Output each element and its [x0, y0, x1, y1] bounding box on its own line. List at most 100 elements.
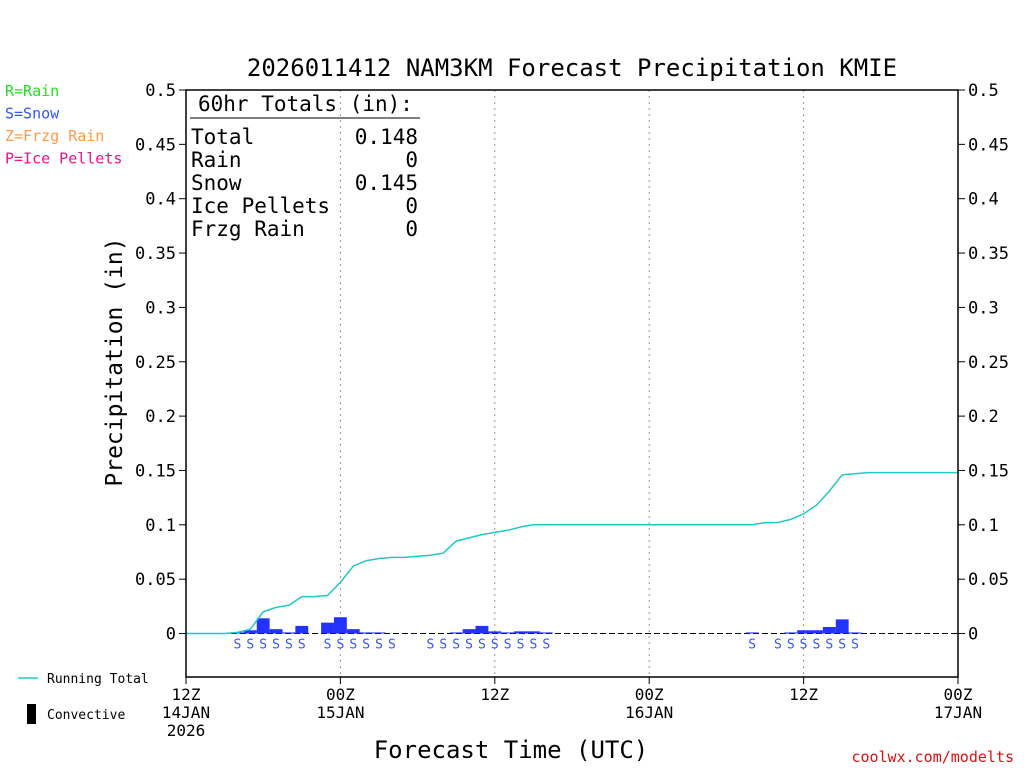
- snow-marker: S: [800, 638, 808, 653]
- totals-header: 60hr Totals (in):: [198, 92, 413, 116]
- y-tick-label-left: 0.4: [145, 190, 176, 210]
- totals-value: 0: [405, 194, 418, 218]
- snow-marker: S: [787, 638, 795, 653]
- convective-legend-swatch: [27, 704, 36, 724]
- plot-area: S S S S S S S S S S S S S S S S S S S S S S S S S S S S S S0.5 0.50.45…: [135, 81, 1009, 740]
- snow-marker: S: [452, 638, 460, 653]
- snow-marker: S: [542, 638, 550, 653]
- y-tick-label-right: 0.5: [968, 81, 999, 101]
- precip-bar: [282, 632, 296, 634]
- precip-bar: [269, 629, 283, 634]
- x-tick-label: 00Z: [635, 685, 664, 704]
- y-tick-label-left: 0: [166, 625, 176, 645]
- snow-marker: S: [349, 638, 357, 653]
- snow-marker: S: [491, 638, 499, 653]
- precip-bar: [514, 631, 527, 634]
- precip-bar: [784, 632, 798, 634]
- snow-marker: S: [838, 638, 846, 653]
- y-tick-label-right: 0.3: [968, 298, 999, 318]
- y-tick-label-left: 0.25: [135, 353, 176, 373]
- snow-marker: S: [748, 638, 756, 653]
- precip-bar: [539, 632, 553, 634]
- precip-type-legend: R=Rain S=Snow Z=Frzg Rain P=Ice Pellets: [5, 82, 122, 168]
- totals-label: Total: [191, 125, 254, 149]
- x-tick-label: 12Z: [480, 685, 509, 704]
- legend-type-entry: R=Rain: [5, 82, 59, 100]
- precip-bar: [372, 632, 386, 634]
- snow-marker: S: [504, 638, 512, 653]
- x-tick-label: 00Z: [944, 685, 973, 704]
- snow-marker: S: [439, 638, 447, 653]
- precip-bar: [848, 632, 862, 634]
- precip-bar: [346, 629, 360, 634]
- legend-series-label: Running Total: [47, 672, 149, 687]
- legend-series-label: Convective: [47, 708, 125, 723]
- snow-marker: S: [517, 638, 525, 653]
- precip-bar: [462, 629, 476, 634]
- snow-marker: S: [478, 638, 486, 653]
- y-tick-label-right: 0.4: [968, 190, 999, 210]
- y-tick-label-left: 0.15: [135, 461, 176, 481]
- precip-bar: [449, 632, 463, 634]
- totals-label: Ice Pellets: [191, 194, 330, 218]
- precip-bar: [475, 625, 489, 634]
- y-tick-label-right: 0.2: [968, 407, 999, 427]
- chart-title: 2026011412 NAM3KM Forecast Precipitation…: [247, 54, 897, 82]
- totals-box: 60hr Totals (in): Total 0.148 Rain 0 Snow 0.14…: [190, 92, 420, 241]
- y-tick-label-right: 0.45: [968, 135, 1009, 155]
- precip-bar: [359, 632, 373, 634]
- precip-bar: [822, 626, 836, 634]
- snow-marker: S: [825, 638, 833, 653]
- y-tick-label-left: 0.3: [145, 298, 176, 318]
- x-axis-label: Forecast Time (UTC): [374, 736, 649, 764]
- y-tick-label-left: 0.05: [135, 570, 176, 590]
- legend-type-entry: S=Snow: [5, 105, 60, 123]
- precip-bar: [295, 625, 309, 634]
- legend-type-entry: Z=Frzg Rain: [5, 127, 104, 145]
- snow-marker: S: [529, 638, 537, 653]
- precip-bar: [835, 619, 849, 634]
- x-tick-label: 00Z: [326, 685, 355, 704]
- precip-bar: [488, 631, 502, 634]
- totals-value: 0: [405, 217, 418, 241]
- totals-label: Snow: [191, 171, 242, 195]
- precip-bar: [810, 630, 823, 634]
- snow-marker: S: [259, 638, 267, 653]
- precip-bar: [797, 630, 811, 634]
- snow-marker: S: [246, 638, 254, 653]
- y-tick-label-right: 0.05: [968, 570, 1009, 590]
- x-tick-label: 16JAN: [625, 703, 673, 722]
- snow-marker: S: [324, 638, 332, 653]
- y-tick-label-right: 0.35: [968, 244, 1009, 264]
- snow-marker: S: [362, 638, 370, 653]
- snow-marker: S: [234, 638, 242, 653]
- x-tick-label: 2026: [167, 721, 206, 740]
- running-total-line: [186, 471, 958, 635]
- precip-bar: [526, 631, 540, 634]
- totals-label: Frzg Rain: [191, 217, 305, 241]
- y-tick-label-left: 0.35: [135, 244, 176, 264]
- snow-marker: S: [285, 638, 293, 653]
- y-tick-label-left: 0.1: [145, 516, 176, 536]
- y-axis-label: Precipitation (in): [102, 237, 128, 486]
- y-tick-label-right: 0.25: [968, 353, 1009, 373]
- precip-bar: [745, 632, 759, 634]
- y-tick-label-right: 0.15: [968, 461, 1009, 481]
- series-legend: Running Total Convective: [18, 672, 149, 724]
- precip-bar: [321, 622, 334, 634]
- x-tick-label: 12Z: [172, 685, 201, 704]
- plot-frame: [185, 89, 959, 678]
- totals-value: 0.145: [355, 171, 418, 195]
- snow-marker: S: [813, 638, 821, 653]
- snow-marker: S: [375, 638, 383, 653]
- y-tick-label-left: 0.2: [145, 407, 176, 427]
- snow-marker: S: [272, 638, 280, 653]
- precip-bar: [243, 630, 257, 634]
- snow-marker: S: [774, 638, 782, 653]
- precip-bar: [333, 617, 347, 634]
- x-tick-label: 14JAN: [162, 703, 210, 722]
- x-tick-label: 17JAN: [934, 703, 982, 722]
- y-tick-label-right: 0: [968, 625, 978, 645]
- precip-bar: [256, 618, 270, 634]
